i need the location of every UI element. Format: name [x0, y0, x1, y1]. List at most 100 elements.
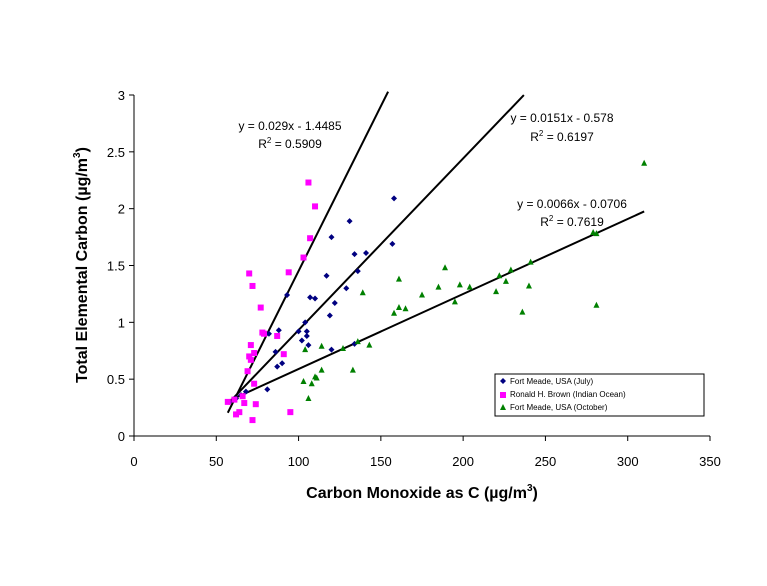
- legend-label: Fort Meade, USA (July): [510, 377, 593, 386]
- data-points: [224, 159, 648, 424]
- data-point-square: [249, 282, 256, 289]
- data-point-square: [252, 401, 259, 408]
- data-point-square: [257, 304, 264, 311]
- data-point-square: [251, 350, 258, 357]
- data-point-diamond: [363, 249, 370, 256]
- trendline-label-indian-ocean: y = 0.029x - 1.4485 R2 = 0.5909: [238, 119, 341, 151]
- data-point-diamond: [264, 386, 271, 393]
- data-point-diamond: [242, 388, 249, 395]
- data-point-triangle: [359, 289, 366, 296]
- data-point-triangle: [502, 277, 509, 284]
- data-point-triangle: [435, 283, 442, 290]
- y-tick-label: 2: [118, 202, 125, 217]
- data-point-triangle: [641, 159, 648, 166]
- data-point-diamond: [343, 285, 350, 292]
- data-point-diamond: [295, 328, 302, 335]
- x-tick-label: 100: [288, 454, 310, 469]
- data-point-triangle: [451, 298, 458, 305]
- trendline: [226, 91, 389, 414]
- x-axis-title: Carbon Monoxide as C (µg/m3): [306, 483, 538, 502]
- data-point-square: [233, 411, 240, 418]
- data-point-triangle: [391, 309, 398, 316]
- data-point-diamond: [351, 251, 358, 258]
- data-point-diamond: [305, 342, 312, 349]
- legend-item-july: Fort Meade, USA (July): [500, 377, 593, 386]
- triangle-marker-icon: [500, 404, 506, 410]
- data-point-triangle: [354, 338, 361, 345]
- data-point-diamond: [303, 332, 310, 339]
- data-point-square: [224, 398, 231, 405]
- data-point-square: [274, 332, 281, 339]
- x-tick-label: 0: [130, 454, 137, 469]
- data-point-diamond: [389, 240, 396, 247]
- data-point-diamond: [326, 312, 333, 319]
- x-ticks: 0 50 100 150 200 250 300 350: [130, 436, 721, 469]
- data-point-triangle: [442, 264, 449, 271]
- legend-box: [494, 373, 705, 417]
- data-point-triangle: [395, 304, 402, 311]
- data-point-square: [312, 203, 319, 210]
- y-tick-label: 1.5: [107, 259, 125, 274]
- data-point-triangle: [593, 230, 600, 237]
- data-point-square: [239, 393, 246, 400]
- data-point-triangle: [507, 266, 514, 273]
- data-point-diamond: [346, 218, 353, 225]
- data-point-diamond: [274, 363, 281, 370]
- data-point-diamond: [331, 300, 338, 307]
- x-tick-label: 150: [370, 454, 392, 469]
- r-squared-label: R2 = 0.7619: [540, 214, 604, 229]
- data-point-diamond: [354, 268, 361, 275]
- data-point-square: [305, 179, 312, 186]
- data-point-square: [231, 396, 238, 403]
- data-point-triangle: [349, 366, 356, 373]
- r-squared-label: R2 = 0.5909: [258, 136, 322, 151]
- data-point-triangle: [419, 291, 425, 298]
- data-point-triangle: [395, 275, 402, 282]
- square-marker-icon: [500, 392, 506, 398]
- data-point-diamond: [307, 294, 314, 301]
- legend-item-indian-ocean: Ronald H. Brown (Indian Ocean): [500, 390, 626, 399]
- data-point-diamond: [303, 328, 310, 335]
- data-point-square: [246, 353, 253, 360]
- legend: Fort Meade, USA (July) Ronald H. Brown (…: [494, 373, 705, 417]
- data-point-square: [307, 235, 314, 242]
- data-point-triangle: [525, 282, 532, 289]
- x-tick-label: 50: [209, 454, 223, 469]
- data-point-triangle: [493, 288, 500, 295]
- data-point-diamond: [284, 292, 291, 299]
- data-point-diamond: [312, 295, 319, 302]
- y-tick-label: 0.5: [107, 372, 125, 387]
- data-point-triangle: [590, 229, 597, 236]
- data-point-triangle: [318, 366, 325, 373]
- y-tick-label: 3: [118, 88, 125, 103]
- data-point-triangle: [496, 272, 503, 279]
- data-point-square: [241, 400, 248, 407]
- data-point-triangle: [593, 301, 600, 308]
- x-tick-label: 250: [535, 454, 557, 469]
- x-tick-label: 350: [699, 454, 721, 469]
- data-point-square: [244, 368, 251, 375]
- data-point-diamond: [328, 346, 335, 353]
- diamond-marker-icon: [500, 378, 506, 384]
- data-point-square: [261, 330, 268, 337]
- data-point-square: [247, 342, 254, 349]
- data-point-square: [251, 380, 258, 387]
- data-point-square: [300, 254, 307, 261]
- data-point-triangle: [305, 394, 312, 401]
- data-point-triangle: [456, 281, 463, 288]
- data-point-square: [285, 269, 292, 276]
- data-point-square: [287, 409, 294, 416]
- data-point-diamond: [265, 330, 272, 337]
- data-point-triangle: [519, 308, 526, 315]
- y-tick-label: 0: [118, 429, 125, 444]
- legend-label: Ronald H. Brown (Indian Ocean): [510, 390, 626, 399]
- data-point-square: [236, 409, 243, 416]
- legend-item-october: Fort Meade, USA (October): [500, 403, 608, 412]
- trendline-label-july: y = 0.0151x - 0.578 R2 = 0.6197: [510, 111, 613, 144]
- data-point-diamond: [275, 327, 282, 334]
- data-point-triangle: [402, 305, 409, 312]
- data-point-square: [280, 351, 287, 358]
- data-point-square: [249, 417, 256, 424]
- data-point-diamond: [328, 234, 335, 241]
- legend-label: Fort Meade, USA (October): [510, 403, 608, 412]
